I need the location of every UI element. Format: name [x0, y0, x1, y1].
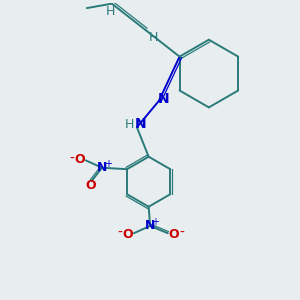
Text: O: O: [123, 228, 134, 241]
Text: -: -: [69, 152, 74, 166]
Text: O: O: [85, 179, 95, 192]
Text: +: +: [152, 217, 159, 227]
Text: O: O: [74, 153, 85, 166]
Text: N: N: [145, 219, 155, 232]
Text: -: -: [179, 226, 184, 240]
Text: N: N: [98, 161, 108, 174]
Text: +: +: [104, 159, 112, 169]
Text: -: -: [117, 226, 122, 240]
Text: H: H: [125, 118, 134, 131]
Text: H: H: [148, 31, 158, 44]
Text: H: H: [106, 4, 115, 17]
Text: N: N: [158, 92, 170, 106]
Text: N: N: [135, 117, 146, 131]
Text: O: O: [168, 228, 179, 241]
